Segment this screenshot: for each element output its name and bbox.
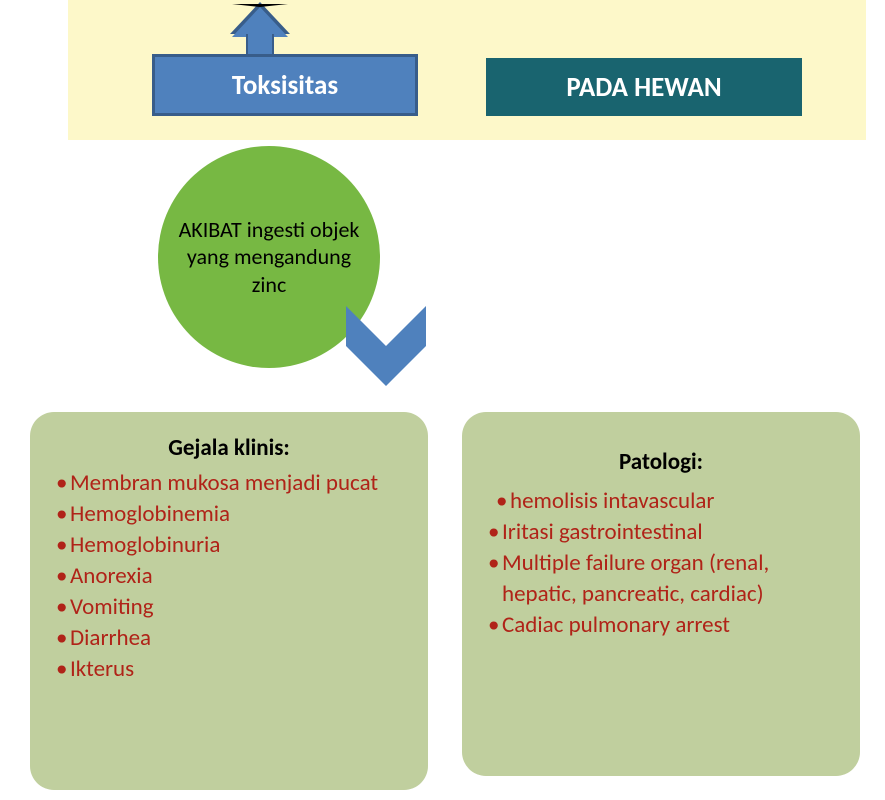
list-item: hemolisis intavascular [496, 486, 834, 517]
list-item-text: Cadiac pulmonary arrest [502, 611, 730, 639]
list-item: Hemoglobinemia [56, 499, 402, 530]
list-item: Anorexia [56, 561, 402, 592]
gejala-klinis-list: Membran mukosa menjadi pucat Hemoglobinem… [56, 468, 402, 685]
list-item-text: hemolisis intavascular [510, 487, 714, 515]
list-item-text: Hemoglobinemia [70, 500, 230, 528]
cause-text: AKIBAT ingesti objek yang mengandung zin… [178, 216, 360, 299]
list-item-text: Iritasi gastrointestinal [502, 518, 703, 546]
patologi-heading: Patologi: [488, 448, 834, 476]
list-item: Cadiac pulmonary arrest [488, 610, 834, 641]
toksisitas-box: Toksisitas [152, 54, 418, 116]
list-item-text: Multiple failure organ (renal, hepatic, … [502, 549, 769, 608]
arrow-up-icon [232, 4, 288, 56]
list-item-text: Vomiting [70, 593, 154, 621]
chevron-down-icon [336, 296, 436, 396]
pada-hewan-label: PADA HEWAN [566, 71, 721, 104]
list-item: Multiple failure organ (renal, hepatic, … [488, 548, 834, 610]
list-item-text: Ikterus [70, 655, 134, 683]
list-item: Hemoglobinuria [56, 530, 402, 561]
list-item-text: Diarrhea [70, 624, 151, 652]
list-item: Ikterus [56, 654, 402, 685]
list-item: Iritasi gastrointestinal [488, 517, 834, 548]
list-item: Membran mukosa menjadi pucat [56, 468, 402, 499]
pada-hewan-box: PADA HEWAN [486, 58, 802, 116]
gejala-klinis-card: Gejala klinis: Membran mukosa menjadi pu… [30, 412, 428, 790]
list-item-text: Membran mukosa menjadi pucat [70, 469, 378, 497]
list-item-text: Anorexia [70, 562, 153, 590]
list-item-text: Hemoglobinuria [70, 531, 220, 559]
toksisitas-label: Toksisitas [232, 69, 338, 102]
list-item: Diarrhea [56, 623, 402, 654]
gejala-klinis-heading: Gejala klinis: [56, 434, 402, 462]
list-item: Vomiting [56, 592, 402, 623]
patologi-list: hemolisis intavascular Iritasi gastrointe… [488, 486, 834, 641]
patologi-card: Patologi: hemolisis intavascular Iritasi … [462, 412, 860, 776]
